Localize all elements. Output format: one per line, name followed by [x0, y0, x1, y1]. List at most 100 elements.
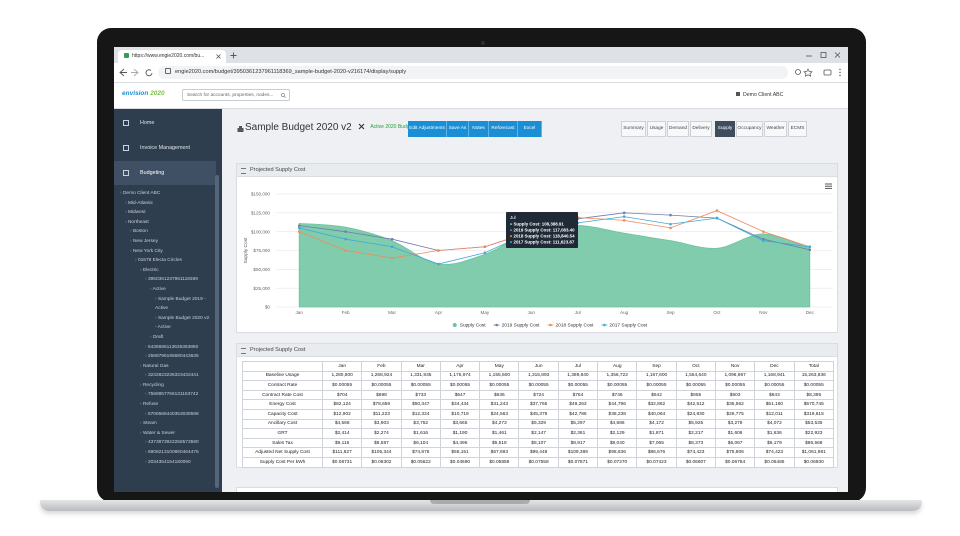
x-tick-label: Dec: [806, 310, 815, 315]
table-cell: $0.00055: [321, 380, 363, 391]
table-cell: 1,331,935: [400, 370, 441, 382]
client-name: Demo Client ABC: [743, 92, 784, 98]
view-tab[interactable]: Delivery: [690, 121, 712, 137]
tree-node[interactable]: Recycling: [114, 381, 214, 391]
line-marker: [344, 249, 347, 252]
legend-item[interactable]: 2018 Supply Cost: [547, 323, 595, 329]
tree-node[interactable]: 7568957766131153742: [114, 390, 214, 400]
line-marker: [669, 213, 672, 217]
tree-node[interactable]: Refuse: [114, 400, 214, 410]
browser-tab[interactable]: https://www.engie2020.com/bu...: [118, 50, 226, 63]
toolbar-button[interactable]: Excel: [518, 121, 542, 137]
tree-node[interactable]: Mid-Atlantic: [114, 199, 214, 209]
close-budget[interactable]: [358, 123, 365, 130]
table-cell: $38,238: [597, 408, 638, 420]
tree-node[interactable]: Sample Budget 2020 v2 - Active: [114, 314, 214, 333]
tree-node[interactable]: New Jersey: [114, 237, 214, 247]
nav-item[interactable]: Home: [114, 111, 216, 135]
tree-node[interactable]: Sample Budget 2019 - Active: [114, 295, 214, 314]
view-tab[interactable]: Summary: [621, 121, 646, 137]
tree-node[interactable]: Steam: [114, 419, 214, 429]
tree-node[interactable]: 2568796195680443635: [114, 352, 214, 362]
page-title: Sample Budget 2020 v2: [245, 122, 352, 133]
table-cell: $2,147: [518, 428, 559, 439]
table-cell: $2,217: [675, 428, 716, 439]
sidebar: Home Invoice Management Budgeting Demo Cli…: [114, 109, 222, 492]
view-tab[interactable]: ECMS: [788, 121, 807, 137]
table-cell: $10,719: [439, 408, 481, 420]
window-controls[interactable]: [804, 51, 844, 59]
tree-node[interactable]: 3232823236323432441: [114, 371, 214, 381]
view-tab[interactable]: Weather: [764, 121, 787, 137]
row-label: Contract Rate Cost: [242, 389, 323, 401]
table-cell: $45,379: [518, 408, 559, 420]
camera: [481, 41, 485, 45]
toolbar-button[interactable]: Reforecast: [489, 121, 518, 137]
tree-label: Boston: [130, 229, 148, 234]
table-row: GRT $2,414 $2,274 $1,616 $1,190 $1,461 $2,147 $…: [242, 428, 835, 439]
chart: $0 $25,000 $50,000 $75,000 $100,000 $125,000 $…: [243, 183, 833, 329]
nav-buttons[interactable]: [118, 68, 156, 77]
x-tick-label: Aug: [620, 310, 629, 315]
tree-node[interactable]: 2034354154180090: [114, 458, 214, 468]
tree-node[interactable]: 6706566440353038598: [114, 410, 214, 420]
logo[interactable]: envision 2020: [122, 90, 165, 97]
legend-swatch-dot: [603, 323, 606, 327]
table-cell: $44,796: [597, 399, 638, 410]
nav-item[interactable]: Invoice Management: [114, 136, 216, 160]
table-cell: $0.07423: [636, 456, 677, 468]
nav-item[interactable]: Budgeting: [114, 161, 216, 185]
table-cell: $111,827: [321, 447, 363, 458]
client-menu[interactable]: Demo Client ABC: [736, 92, 783, 98]
toolbar-button[interactable]: Save As: [447, 121, 469, 137]
toolbar-button[interactable]: Notes: [469, 121, 489, 137]
budget-status: Active 2020 Budget: [370, 124, 414, 130]
table-cell: $1,636: [754, 428, 795, 439]
search-box[interactable]: Search for accounts, properties, nodes..…: [182, 89, 290, 101]
chart-panel-title: Projected Supply Cost: [237, 164, 837, 177]
table-cell: $0.00055: [714, 380, 756, 391]
tree-node[interactable]: 6906213100860464475: [114, 448, 214, 458]
tree-node[interactable]: Midwest: [114, 208, 214, 218]
table-cell: $570,745: [793, 399, 835, 410]
view-tab[interactable]: Demand: [667, 121, 689, 137]
table-cell: $5,925: [675, 418, 716, 430]
table-header-row: Jan Feb Mar Apr May Jun Jul Aug Sep Oct Nov Dec Tota…: [242, 361, 835, 372]
tree-node[interactable]: 4373873922258573590: [114, 438, 214, 448]
tree-node[interactable]: 3950361237961118369: [114, 275, 214, 285]
tree-node[interactable]: Active: [114, 285, 214, 295]
table-cell: $0.06784: [714, 456, 756, 468]
url-bar[interactable]: engie2020.com/budget/3950361237961118369…: [158, 66, 788, 79]
tree-node[interactable]: Draft: [114, 333, 214, 343]
table-cell: $1,871: [636, 428, 677, 439]
nav-icon: [123, 120, 129, 126]
toolbar-button[interactable]: Edit Adjustments: [408, 121, 447, 137]
tree-node[interactable]: Electric: [114, 266, 214, 276]
tree-node[interactable]: Northeast: [114, 218, 214, 228]
view-tab[interactable]: Usage: [647, 121, 666, 137]
header-cell: May: [479, 361, 520, 372]
tree-node[interactable]: Demo Client ABC: [114, 189, 214, 199]
line-marker: [390, 245, 394, 249]
view-tab[interactable]: Supply: [715, 121, 735, 137]
tree-node[interactable]: New York City: [114, 247, 214, 257]
scrollbar[interactable]: [215, 175, 219, 488]
tree-node[interactable]: 5436686113636393880: [114, 343, 214, 353]
new-tab[interactable]: [230, 52, 237, 59]
view-tab[interactable]: Occupancy: [736, 121, 763, 137]
legend-item[interactable]: Supply Cost: [452, 323, 487, 329]
tree-node[interactable]: Water & Sewer: [114, 429, 214, 439]
tab-close[interactable]: [216, 54, 221, 59]
tree-node[interactable]: Natural Gas: [114, 362, 214, 372]
table-row: Capacity Cost $12,902 $11,223 $12,324 $10,71…: [242, 408, 835, 420]
line-marker: [437, 262, 440, 266]
table-cell: $636: [479, 389, 520, 401]
legend-item[interactable]: 2019 Supply Cost: [493, 323, 541, 329]
browser-icons[interactable]: [794, 68, 844, 77]
table-cell: 1,356,722: [597, 370, 638, 382]
legend-item[interactable]: 2017 Supply Cost: [601, 323, 648, 329]
table-cell: $5,297: [557, 418, 599, 430]
tree-node[interactable]: Boston: [114, 227, 214, 237]
tree-node[interactable]: 01678 Electa Circles: [114, 256, 214, 266]
y-tick-label: $0: [265, 305, 271, 310]
